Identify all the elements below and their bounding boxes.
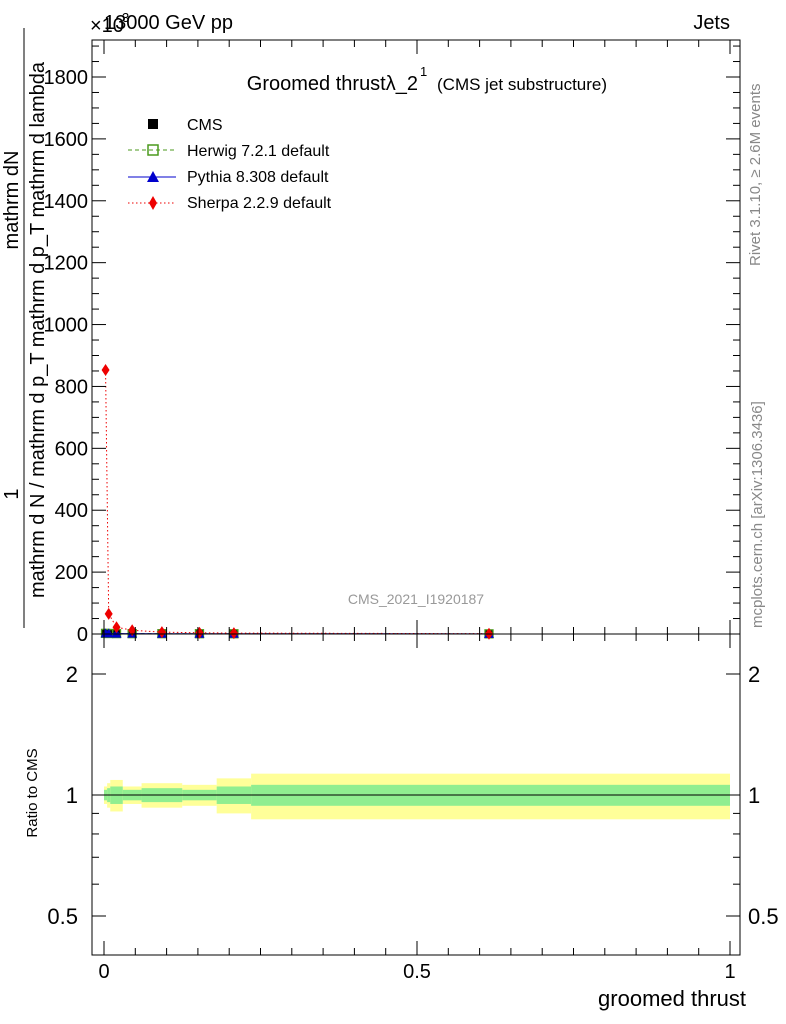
ratio-y-tick-label-right: 2 [748,662,760,687]
data-point-sherpa [128,624,137,637]
ratio-y-tick-label-right: 1 [748,783,760,808]
ratio-y-tick-label-right: 0.5 [748,904,779,929]
chart-title-suffix: (CMS jet substructure) [437,75,607,94]
ylabel-numerator: 1 [1,488,23,499]
exponent-power: 3 [122,10,129,25]
y-tick-label: 600 [55,438,88,460]
main-panel: Groomed thrustλ_2 1 (CMS jet substructur… [1,28,741,646]
legend-label-pythia: Pythia 8.308 default [187,169,329,186]
y-tick-label: 400 [55,500,88,522]
rivet-version-label: Rivet 3.1.10, ≥ 2.6M events [747,84,764,267]
legend-marker-pythia [147,171,159,182]
x-tick-label: 0 [98,961,109,983]
chart-title-superscript: 1 [420,64,427,79]
ratio-y-tick-label-left: 0.5 [47,904,78,929]
mcplots-label: mcplots.cern.ch [arXiv:1306.3436] [749,401,766,628]
data-point-sherpa [157,626,166,639]
ratio-ylabel: Ratio to CMS [24,748,41,837]
data-point-sherpa [112,621,121,634]
x-tick-label: 1 [724,961,735,983]
y-tick-label: 0 [77,624,88,646]
ratio-y-tick-label-left: 1 [66,783,78,808]
legend-marker-cms [148,119,158,129]
y-tick-label: 1400 [44,191,89,213]
exponent-label: ×10 [90,15,124,37]
legend-entry-herwig: Herwig 7.2.1 default [128,143,330,160]
chart-title: Groomed thrustλ_2 [247,73,418,95]
energy-label: 13000 GeV pp [104,12,233,34]
xlabel: groomed thrust [598,986,746,1011]
y-tick-label: 200 [55,562,88,584]
legend: CMS Herwig 7.2.1 default Pythia 8.308 de… [128,117,332,212]
legend-label-sherpa: Sherpa 2.2.9 default [187,195,332,212]
data-point-sherpa [229,627,238,640]
process-label: Jets [693,12,730,34]
data-point-pythia [103,628,114,638]
y-tick-label: 1600 [44,129,89,151]
legend-entry-pythia: Pythia 8.308 default [128,169,329,186]
legend-marker-herwig [147,144,159,156]
data-point-sherpa [104,607,113,620]
y-tick-label: 1800 [44,67,89,89]
legend-marker-sherpa [149,196,157,210]
ylabel-numerator-main: mathrm dN [1,151,23,250]
ratio-y-tick-label-left: 2 [66,662,78,687]
y-tick-label: 1000 [44,315,89,337]
ratio-panel: 0.5 0.5 1 1 2 2 0 0.5 1 Ratio to CMS groomed thr… [24,633,779,1011]
watermark: CMS_2021_I1920187 [348,591,484,607]
data-point-sherpa [101,364,110,377]
y-tick-label: 800 [55,376,88,398]
legend-entry-sherpa: Sherpa 2.2.9 default [128,195,332,212]
legend-entry-cms: CMS [148,117,223,134]
legend-label-herwig: Herwig 7.2.1 default [187,143,330,160]
ylabel-denominator: mathrm d N / mathrm d p_T mathrm d p_T m… [27,61,49,598]
x-tick-label: 0.5 [403,961,431,983]
legend-label-cms: CMS [187,117,223,134]
y-tick-label: 1200 [44,253,89,275]
